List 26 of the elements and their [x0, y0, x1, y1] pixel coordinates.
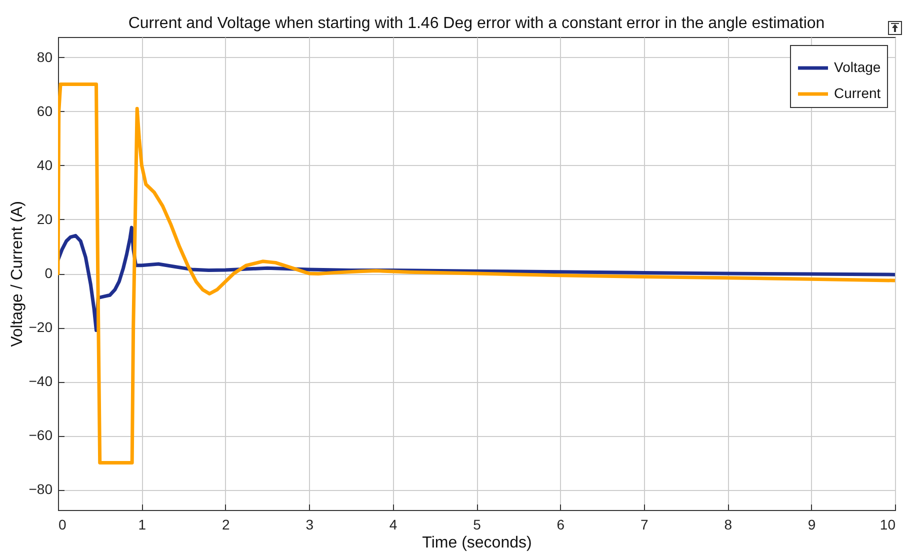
y-tick-label: −20	[28, 319, 53, 336]
legend-label: Current	[834, 85, 881, 101]
y-axis-title: Voltage / Current (A)	[8, 201, 26, 347]
y-tick-label: 80	[36, 48, 53, 65]
y-tick-label: −60	[28, 427, 53, 444]
x-tick-label: 3	[306, 516, 314, 532]
x-axis-title: Time (seconds)	[422, 534, 532, 552]
x-tick-label: 0	[58, 516, 66, 532]
y-tick-label: −80	[28, 481, 53, 498]
x-tick-label: 5	[473, 516, 482, 532]
x-tick-label: 7	[640, 516, 648, 532]
y-tick-label: 20	[36, 210, 53, 227]
chart-title: Current and Voltage when starting with 1.46 Deg error with a constant error in the angle estimation	[128, 15, 825, 32]
legend-label: Voltage	[834, 59, 881, 75]
x-tick-label: 1	[138, 516, 146, 532]
line-series	[58, 82, 895, 464]
x-tick-label: 10	[880, 516, 896, 532]
y-tick-label: 60	[36, 102, 53, 119]
x-tick-label: 6	[556, 516, 565, 532]
y-tick-label: 40	[36, 156, 53, 173]
x-tick-label: 9	[808, 516, 816, 532]
x-tick-label: 4	[389, 516, 398, 532]
y-tick-label: 0	[44, 265, 53, 281]
x-tick-label: 2	[222, 516, 230, 532]
x-tick-label: 8	[724, 516, 732, 532]
y-tick-label: −40	[28, 373, 53, 390]
